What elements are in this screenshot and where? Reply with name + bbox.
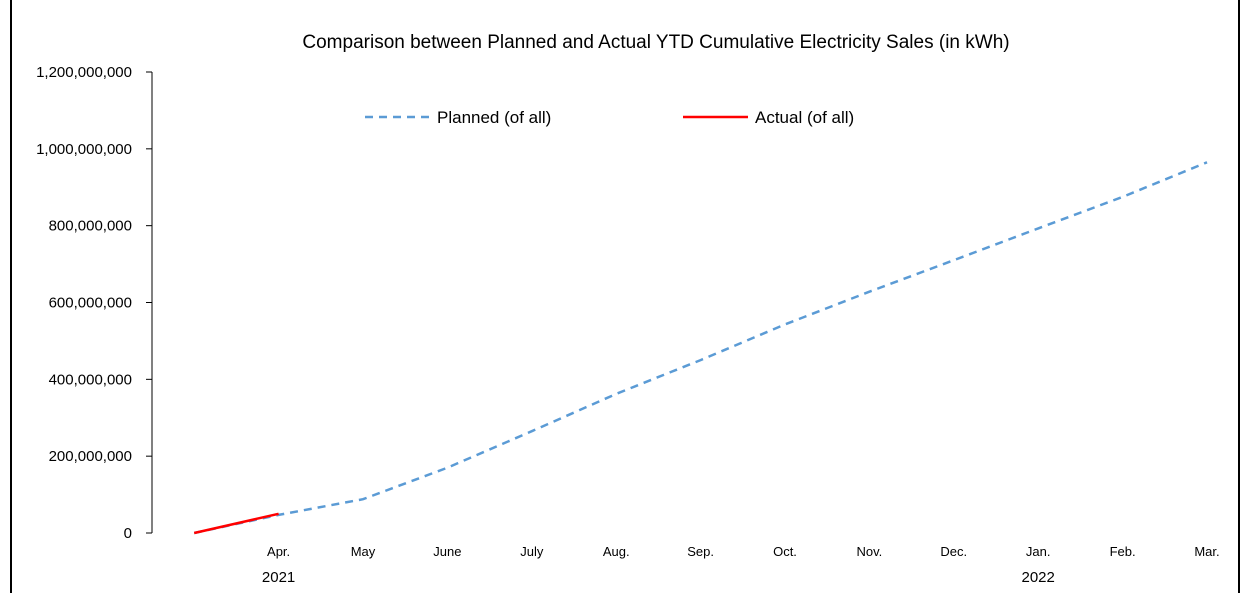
x-tick-labels: Apr. May June July Aug. Sep. Oct. Nov. Dec. Jan. F… xyxy=(267,544,1220,559)
x-tick-label: Sep. xyxy=(687,544,714,559)
x-tick-label: May xyxy=(351,544,376,559)
legend-actual-label: Actual (of all) xyxy=(755,108,854,127)
x-tick-label: Aug. xyxy=(603,544,630,559)
x-tick-label: Apr. xyxy=(267,544,290,559)
x-tick-label: Oct. xyxy=(773,544,797,559)
legend-planned-label: Planned (of all) xyxy=(437,108,551,127)
y-tick-label: 800,000,000 xyxy=(49,218,132,235)
y-tick-label: 600,000,000 xyxy=(49,295,132,312)
x-tick-label: June xyxy=(433,544,461,559)
y-tick-label: 400,000,000 xyxy=(49,371,132,388)
y-tick-label: 1,000,000,000 xyxy=(36,141,132,158)
x-tick-label: Dec. xyxy=(940,544,967,559)
y-tick-labels: 0 200,000,000 400,000,000 600,000,000 800,00… xyxy=(36,64,132,542)
y-tick-label: 0 xyxy=(124,525,132,542)
chart-frame xyxy=(10,0,1240,593)
x-tick-label: Jan. xyxy=(1026,544,1051,559)
y-tick-label: 200,000,000 xyxy=(49,448,132,465)
year-labels: 2021 2022 xyxy=(262,569,1055,586)
x-tick-label: Mar. xyxy=(1194,544,1219,559)
x-tick-label: Feb. xyxy=(1110,544,1136,559)
legend: Planned (of all) Actual (of all) xyxy=(365,108,854,127)
year-label: 2021 xyxy=(262,569,295,586)
y-tick-label: 1,200,000,000 xyxy=(36,64,132,81)
series-lines xyxy=(193,161,1208,535)
axes xyxy=(146,71,153,534)
x-tick-label: Nov. xyxy=(857,544,883,559)
chart-title: Comparison between Planned and Actual YT… xyxy=(302,32,1009,53)
planned-series-line xyxy=(193,161,1208,535)
x-tick-label: July xyxy=(520,544,544,559)
actual-series-line xyxy=(193,512,279,535)
year-label: 2022 xyxy=(1022,569,1055,586)
